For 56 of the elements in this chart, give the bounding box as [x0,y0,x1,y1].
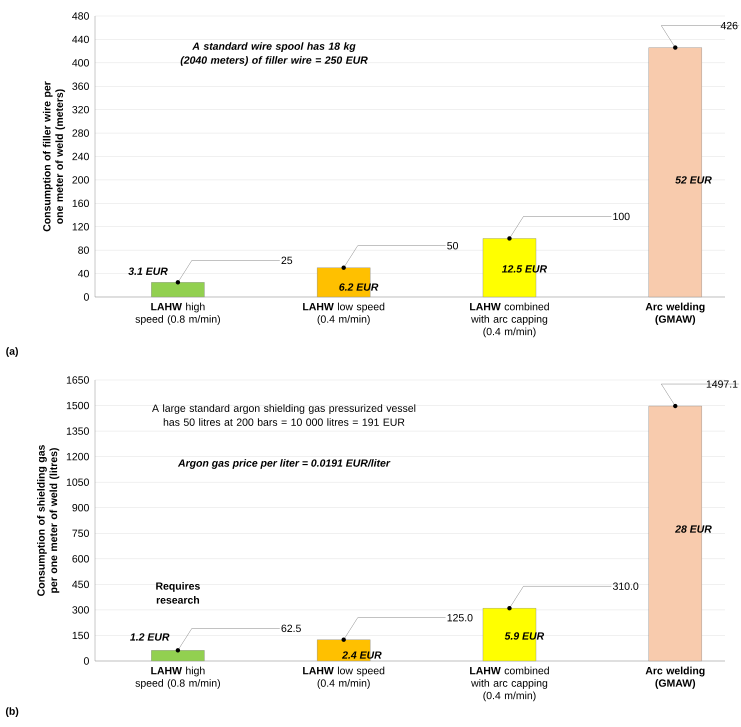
y-tick-label: 40 [78,270,89,278]
y-tick-label: 320 [72,106,89,114]
annotation: 1.2 EUR [130,633,170,641]
data-label: 100 [613,212,630,220]
bar [151,650,205,662]
data-label: 1497.1 [706,380,738,388]
y-tick-label: 480 [72,12,89,20]
y-tick-label: 300 [72,606,89,614]
x-tick-label: LAHW high speed (0.8 m/min) [135,302,220,325]
y-tick-label: 240 [72,152,89,160]
text: (a) [6,347,18,357]
data-label: 426 [720,22,738,30]
y-tick-label: 160 [72,200,89,208]
x-tick-label: LAHW low speed (0.4 m/min) [303,666,384,689]
text: (b) [6,707,18,717]
y-tick-label: 600 [72,555,89,563]
y-tick-label: 0 [84,293,89,301]
y-tick-label: 750 [72,530,89,537]
y-tick-label: 450 [72,580,89,588]
y-axis-title: Consumption of shielding gas per one meter of weld (litres) [37,445,60,596]
bar [151,282,205,298]
x-tick-label: LAHW low speed (0.4 m/min) [303,302,384,325]
x-tick-label: LAHW combined with arc capping (0.4 m/min) [470,666,549,702]
y-axis-title: Consumption of filler wire per one meter of weld (meters) [42,81,66,232]
y-tick-label: 900 [72,504,89,512]
data-label: 125.0 [448,614,473,622]
y-tick-label: 200 [72,176,89,184]
y-tick-label: 1200 [66,452,89,460]
data-label: 50 [447,242,458,250]
data-label: 310.0 [612,582,638,590]
y-tick-label: 1650 [66,376,89,384]
x-tick-label: Arc welding (GMAW) [646,666,704,689]
annotation: 28 EUR [675,525,712,533]
data-label: 25 [282,256,292,264]
y-tick-label: 400 [72,59,89,67]
annotation: A standard wire spool has 18 kg (2040 meters) of filler wire = 250 EUR [180,42,368,66]
annotation: Requires research [156,582,200,604]
x-tick-label: LAHW combined with arc capping (0.4 m/min) [470,302,549,338]
y-tick-label: 1350 [66,427,89,435]
data-label: 62.5 [282,624,301,632]
y-tick-label: 80 [78,246,89,254]
x-tick-label: Arc welding (GMAW) [646,302,704,325]
y-tick-label: 150 [72,632,89,640]
annotation: 12.5 EUR [502,265,547,273]
y-tick-label: 0 [84,657,89,665]
annotation: 3.1 EUR [128,268,168,275]
y-tick-label: 360 [72,82,89,90]
annotation: 52 EUR [675,176,712,184]
y-tick-label: 1050 [66,478,89,486]
y-tick-label: 280 [72,129,89,137]
y-tick-label: 120 [72,223,89,230]
annotation: Argon gas price per liter = 0.0191 EUR/liter [178,459,390,469]
y-tick-label: 1500 [66,402,89,410]
annotation: A large standard argon shielding gas pressurized vessel has 50 litres at 200 bars = 10 000 litres = 191 EUR [152,404,416,426]
x-tick-label: LAHW high speed (0.8 m/min) [135,666,220,689]
y-tick-label: 440 [72,36,89,44]
